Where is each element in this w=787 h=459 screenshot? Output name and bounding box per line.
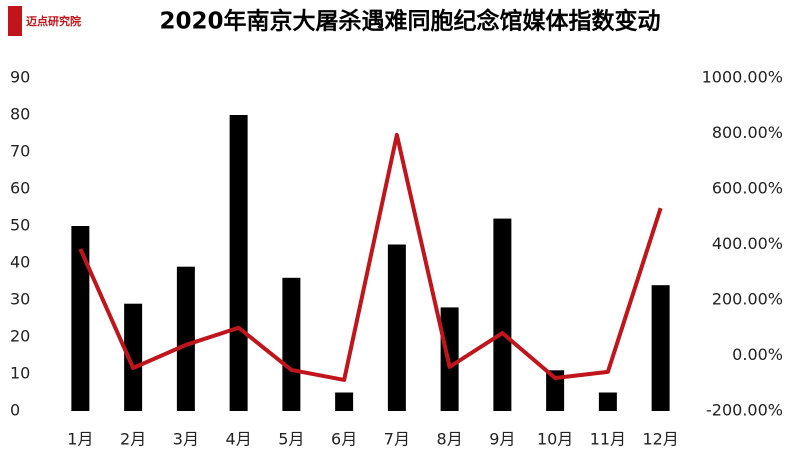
bar [71,226,90,411]
x-tick-label: 1月 [67,430,93,449]
bar [124,303,143,411]
y2-tick-label: 0.00% [732,345,783,364]
x-tick-label: 3月 [173,430,199,449]
y-tick-label: 30 [10,290,30,309]
x-tick-label: 4月 [226,430,252,449]
y2-tick-label: 400.00% [712,234,783,253]
line [78,132,663,382]
x-tick-label: 9月 [489,430,515,449]
bar [229,115,248,411]
chart-title: 2020年南京大屠杀遇难同胞纪念馆媒体指数变动 [159,8,660,35]
bar [493,218,512,411]
y-tick-label: 50 [10,216,30,235]
y-tick-label: 40 [10,253,30,272]
y-tick-label: 60 [10,179,30,198]
y-tick-label: 0 [10,401,20,420]
y2-tick-label: 600.00% [712,179,783,198]
y-tick-label: 20 [10,327,30,346]
bar [335,392,354,411]
logo-icon [8,6,22,36]
bar [598,392,617,411]
y-tick-label: 70 [10,142,30,161]
y-tick-label: 90 [10,68,30,87]
bar [387,244,406,411]
y2-tick-label: 200.00% [712,290,783,309]
bar [176,266,195,411]
x-tick-label: 10月 [537,430,573,449]
x-tick-label: 11月 [590,430,626,449]
y2-tick-label: 800.00% [712,123,783,142]
bar [651,285,670,411]
x-tick-label: 8月 [437,430,463,449]
x-tick-label: 6月 [331,430,357,449]
x-tick-label: 12月 [642,430,678,449]
bar [546,370,565,411]
x-tick-label: 2月 [120,430,146,449]
logo-text: 迈点研究院 [26,14,81,28]
x-tick-label: 5月 [278,430,304,449]
y-tick-label: 10 [10,364,30,383]
y-tick-label: 80 [10,105,30,124]
x-tick-label: 7月 [384,430,410,449]
y2-tick-label: -200.00% [706,401,783,420]
y2-tick-label: 1000.00% [702,68,783,87]
bar [282,277,301,411]
